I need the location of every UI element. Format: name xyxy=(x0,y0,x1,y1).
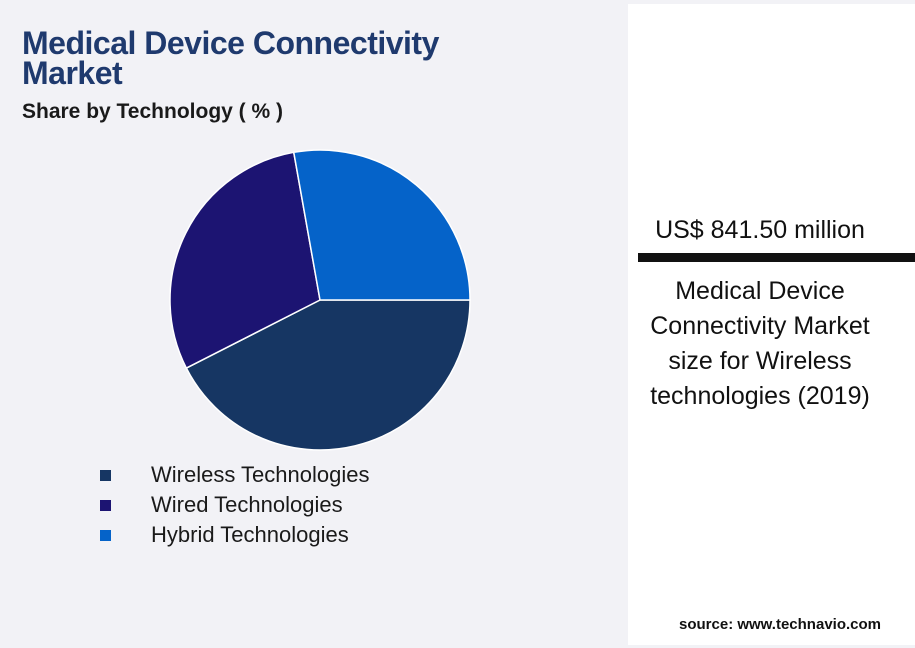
legend-item: Wireless Technologies xyxy=(100,460,369,490)
legend-label: Wireless Technologies xyxy=(151,462,370,487)
highlight-description: Medical Device Connectivity Market size … xyxy=(650,277,870,410)
legend-label: Hybrid Technologies xyxy=(151,522,349,547)
pie-slice xyxy=(292,149,471,301)
chart-title: Medical Device Connectivity Market xyxy=(22,25,439,91)
divider xyxy=(638,253,915,262)
highlight-value: US$ 841.50 million xyxy=(655,216,865,244)
pie-slice xyxy=(169,151,321,370)
info-panel: US$ 841.50 million Medical Device Connec… xyxy=(628,4,915,645)
chart-subtitle: Share by Technology ( % ) xyxy=(22,100,283,123)
legend-marker xyxy=(100,529,111,541)
legend: Wireless Technologies Wired Technologies H… xyxy=(100,460,369,550)
legend-item: Hybrid Technologies xyxy=(100,520,369,550)
pie-slice xyxy=(185,299,471,451)
pie-chart xyxy=(169,149,471,451)
legend-marker xyxy=(100,469,111,481)
legend-item: Wired Technologies xyxy=(100,490,369,520)
legend-label: Wired Technologies xyxy=(151,492,343,517)
source: source: www.technavio.com xyxy=(679,616,881,633)
legend-marker xyxy=(100,499,111,511)
